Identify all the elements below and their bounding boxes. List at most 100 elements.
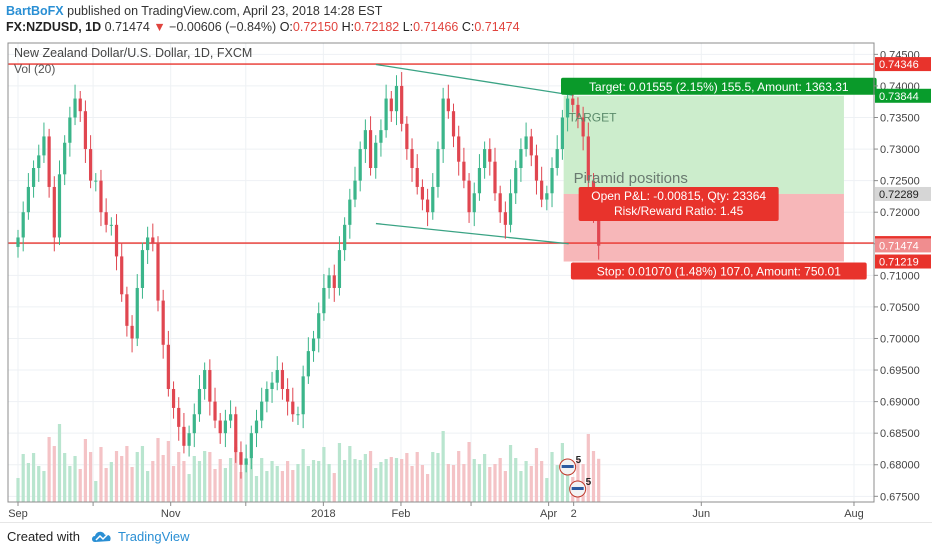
price-tick-label: 0.69500: [880, 365, 920, 377]
candle-body: [63, 142, 67, 175]
tradingview-brand[interactable]: TradingView: [118, 529, 190, 544]
long-position-tool[interactable]: [563, 95, 844, 262]
volume-bar: [477, 464, 482, 502]
price-label: 0.72289: [879, 189, 919, 201]
candle-body: [410, 149, 414, 169]
volume-bar: [104, 468, 108, 502]
volume-bar: [597, 458, 601, 502]
price-tick-label: 0.73500: [880, 113, 920, 125]
high-value: 0.72182: [354, 20, 400, 34]
candle-body: [260, 401, 264, 421]
volume-bar: [410, 466, 414, 502]
volume-bar: [301, 449, 305, 502]
stop-label: Stop: 0.01070 (1.48%) 107.0, Amount: 750…: [597, 265, 842, 279]
candle-body: [177, 407, 181, 427]
price-tick-label: 0.68000: [880, 460, 920, 472]
candle-body: [88, 149, 93, 181]
open-value: 0.72150: [292, 20, 339, 34]
price-axis[interactable]: 0.745000.740000.735000.730000.725000.720…: [874, 49, 920, 503]
price-label-bg: [875, 57, 931, 72]
position-labels: Target: 0.01555 (2.15%) 155.5, Amount: 1…: [561, 77, 877, 280]
candle-body: [571, 98, 575, 105]
time-tick-label: Feb: [391, 508, 410, 520]
volume-bar: [540, 461, 544, 502]
volume-bar: [140, 446, 145, 502]
grid: [8, 43, 874, 502]
candle-body: [555, 149, 559, 169]
tradingview-cloud-icon[interactable]: [90, 528, 114, 547]
candle-body: [57, 174, 62, 238]
price-label-bg: [875, 238, 931, 253]
volume-bar: [451, 465, 456, 502]
time-tick-label: Nov: [161, 508, 181, 520]
candle-body: [467, 180, 471, 213]
volume-bar: [83, 439, 88, 502]
candle-body: [337, 250, 342, 288]
volume-bar: [203, 451, 207, 502]
volume-bar: [353, 459, 357, 502]
candle-body: [529, 136, 533, 156]
volume-bar: [467, 442, 471, 502]
volume-bar: [265, 471, 269, 502]
candle-body: [545, 193, 549, 200]
candle-body: [306, 351, 310, 377]
candle-body: [493, 161, 497, 194]
price-label-bg: [875, 88, 931, 103]
candle-body: [151, 237, 155, 244]
candle-body: [114, 224, 119, 257]
candle-body: [524, 136, 528, 150]
volume-bar: [239, 472, 243, 502]
candle-body: [104, 212, 108, 225]
wedge-trendline: [375, 222, 569, 245]
candle-body: [420, 186, 425, 200]
time-tick-label: Aug: [844, 508, 864, 520]
plot-frame: [7, 42, 875, 503]
volume-bar: [311, 460, 316, 502]
candle-body: [483, 149, 487, 169]
price-label-bg: [875, 186, 931, 201]
time-tick-label: 2018: [311, 508, 335, 520]
candle-body: [322, 287, 326, 314]
candle-body: [130, 325, 134, 339]
volume-bar: [177, 452, 181, 502]
wedge-trendlines[interactable]: [375, 63, 574, 245]
volume-bar: [472, 459, 476, 502]
symbol-label[interactable]: FX:NZDUSD, 1D: [6, 20, 102, 34]
down-arrow-icon: ▼: [153, 20, 166, 34]
flag-icon-stripe: [561, 465, 574, 468]
candle-body: [379, 130, 383, 143]
candle-body: [384, 98, 388, 131]
candle-body: [586, 136, 590, 181]
event-icons[interactable]: 55: [559, 455, 592, 498]
candle-body: [431, 186, 435, 213]
volume-bar: [524, 461, 528, 502]
volume-bar: [130, 467, 134, 502]
candle-body: [311, 338, 316, 352]
candle-body: [223, 420, 228, 434]
event-count: 5: [586, 477, 592, 488]
volume-bar: [26, 463, 30, 502]
volume-bar: [493, 464, 497, 502]
candle-body: [436, 149, 440, 187]
author-link[interactable]: BartBoFX: [6, 4, 64, 18]
volume-bar: [400, 459, 404, 502]
volume-bar: [31, 453, 36, 502]
volume-bar: [135, 452, 139, 502]
candle-body: [73, 98, 77, 118]
candle-body: [472, 193, 476, 213]
price-tick-label: 0.72000: [880, 207, 920, 219]
price-tick-label: 0.70000: [880, 333, 920, 345]
pnl-box: [578, 186, 779, 221]
volume-label: Vol (20): [14, 62, 55, 76]
price-axis-labels: 0.743460.738440.722890.715110.714740.712…: [875, 57, 931, 269]
candle-body: [286, 388, 290, 402]
time-axis[interactable]: Sep Nov 2018 Feb Apr 2 Jun Aug: [8, 502, 864, 520]
volume-bar: [57, 424, 62, 502]
volume-bar: [213, 469, 217, 502]
price-label: 0.71219: [879, 257, 919, 269]
publish-line: BartBoFX published on TradingView.com, A…: [6, 4, 382, 18]
candle-body: [332, 275, 336, 288]
volume-bar: [343, 460, 347, 502]
volume-bar: [327, 464, 331, 502]
price-chart[interactable]: Target: 0.01555 (2.15%) 155.5, Amount: 1…: [0, 38, 932, 522]
